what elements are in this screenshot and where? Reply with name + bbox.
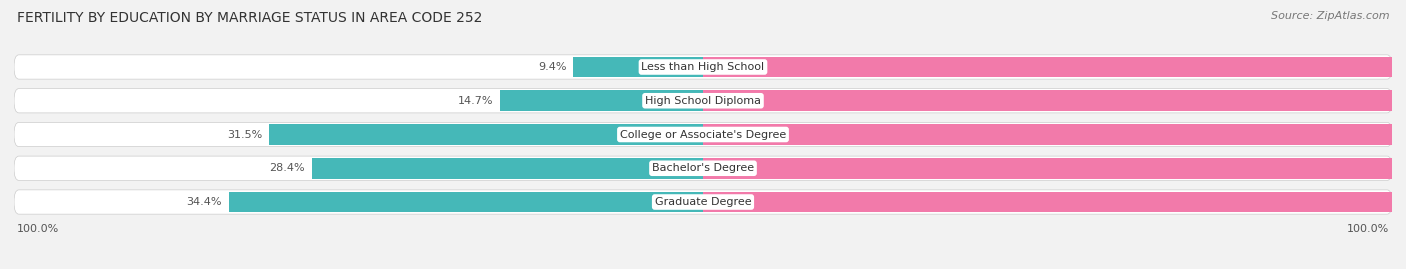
- Text: 31.5%: 31.5%: [226, 129, 262, 140]
- Text: 14.7%: 14.7%: [458, 96, 494, 106]
- Bar: [703, 158, 1406, 179]
- FancyBboxPatch shape: [14, 55, 1392, 79]
- Bar: [703, 90, 1406, 111]
- Text: 34.4%: 34.4%: [187, 197, 222, 207]
- Text: 9.4%: 9.4%: [538, 62, 567, 72]
- Text: High School Diploma: High School Diploma: [645, 96, 761, 106]
- Text: 100.0%: 100.0%: [17, 224, 59, 234]
- Text: Graduate Degree: Graduate Degree: [655, 197, 751, 207]
- Text: Less than High School: Less than High School: [641, 62, 765, 72]
- FancyBboxPatch shape: [14, 122, 1392, 147]
- Bar: [703, 192, 1406, 213]
- Bar: [574, 56, 703, 77]
- Text: Bachelor's Degree: Bachelor's Degree: [652, 163, 754, 173]
- FancyBboxPatch shape: [14, 89, 1392, 113]
- Text: Source: ZipAtlas.com: Source: ZipAtlas.com: [1271, 11, 1389, 21]
- Text: College or Associate's Degree: College or Associate's Degree: [620, 129, 786, 140]
- Bar: [312, 158, 703, 179]
- FancyBboxPatch shape: [14, 190, 1392, 214]
- Text: 28.4%: 28.4%: [269, 163, 305, 173]
- Text: 100.0%: 100.0%: [1347, 224, 1389, 234]
- Bar: [229, 192, 703, 213]
- Bar: [501, 90, 703, 111]
- Bar: [703, 124, 1406, 145]
- Text: FERTILITY BY EDUCATION BY MARRIAGE STATUS IN AREA CODE 252: FERTILITY BY EDUCATION BY MARRIAGE STATU…: [17, 11, 482, 25]
- Bar: [269, 124, 703, 145]
- Bar: [703, 56, 1406, 77]
- FancyBboxPatch shape: [14, 156, 1392, 180]
